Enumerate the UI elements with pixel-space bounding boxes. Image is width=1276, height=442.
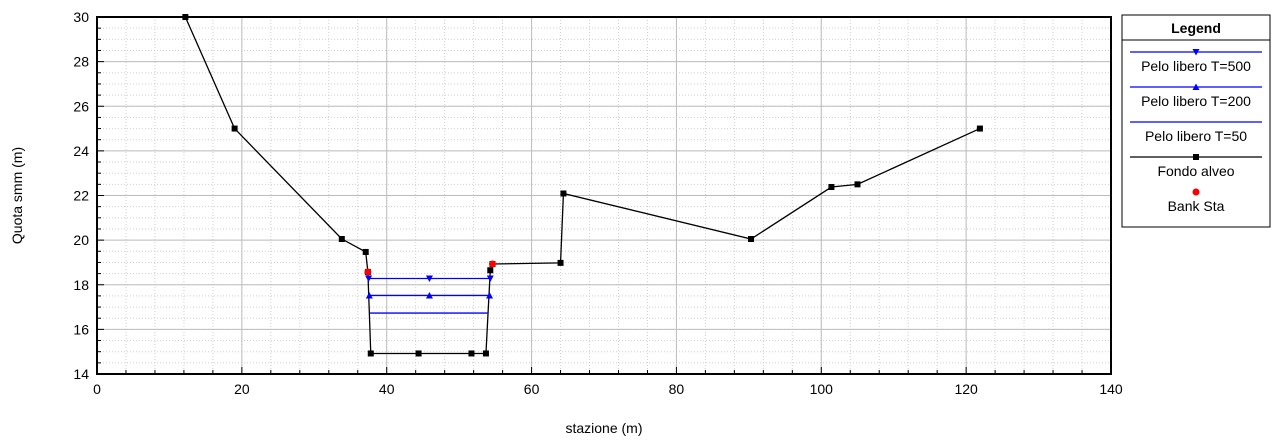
data-point	[828, 184, 835, 191]
legend-swatch-marker	[1193, 154, 1199, 160]
data-point	[482, 350, 489, 357]
legend-item: Pelo libero T=50	[1130, 121, 1262, 144]
y-tick-label: 18	[73, 277, 89, 293]
y-tick-label: 30	[73, 9, 89, 25]
data-point	[367, 350, 374, 357]
series-bank-sta	[364, 260, 496, 276]
x-tick-label: 100	[810, 381, 834, 397]
y-tick-label: 14	[73, 366, 89, 382]
x-tick-label: 140	[1099, 381, 1123, 397]
y-axis-title: Quota smm (m)	[9, 147, 25, 244]
data-point	[365, 275, 373, 283]
data-point	[560, 190, 567, 197]
data-point	[364, 268, 372, 276]
legend-label: Pelo libero T=500	[1141, 58, 1251, 74]
tick-labels: 0 20 40 60 80 100 120 140 14 16 18 20 22 24 26 28 30	[73, 9, 1122, 397]
data-point	[425, 275, 433, 283]
series	[182, 14, 983, 357]
x-tick-label: 20	[234, 381, 250, 397]
legend-title: Legend	[1171, 20, 1221, 36]
x-tick-label: 40	[379, 381, 395, 397]
data-point	[488, 260, 496, 268]
y-tick-label: 22	[73, 188, 89, 204]
legend-items: Pelo libero T=500 Pelo libero T=200 Pelo l…	[1130, 49, 1262, 214]
series-pelo-libero-t-500	[365, 275, 494, 283]
legend-item: Fondo alveo	[1130, 154, 1262, 179]
data-point	[338, 236, 345, 243]
legend-item: Pelo libero T=200	[1130, 83, 1262, 109]
y-tick-label: 16	[73, 321, 89, 337]
y-tick-label: 28	[73, 54, 89, 70]
series-fondo-alveo	[182, 14, 983, 357]
grid	[96, 16, 1112, 375]
series-pelo-libero-t-200	[365, 291, 494, 299]
data-point	[486, 275, 494, 283]
data-point	[468, 350, 475, 357]
data-point	[415, 350, 422, 357]
data-point	[486, 291, 494, 299]
data-point	[425, 291, 433, 299]
data-point	[365, 291, 373, 299]
legend-item: Bank Sta	[1168, 188, 1225, 214]
data-point	[976, 125, 983, 132]
x-axis-title: stazione (m)	[565, 420, 642, 436]
x-tick-label: 0	[93, 381, 101, 397]
legend-swatch-marker	[1192, 83, 1200, 90]
legend-label: Pelo libero T=50	[1145, 128, 1247, 144]
y-tick-label: 24	[73, 143, 89, 159]
x-tick-label: 120	[954, 381, 978, 397]
data-point	[487, 267, 494, 274]
legend: Legend Pelo libero T=500 Pelo libero T=20…	[1121, 14, 1271, 228]
legend-swatch-marker	[1192, 188, 1200, 196]
legend-label: Pelo libero T=200	[1141, 93, 1251, 109]
data-point	[748, 236, 755, 243]
legend-swatch-marker	[1192, 49, 1200, 56]
data-point	[557, 259, 564, 266]
legend-label: Bank Sta	[1168, 198, 1225, 214]
data-point	[362, 248, 369, 255]
legend-label: Fondo alveo	[1157, 163, 1234, 179]
plot-frame	[96, 16, 1112, 375]
y-tick-label: 26	[73, 98, 89, 114]
x-tick-label: 60	[524, 381, 540, 397]
series-line	[184, 16, 981, 355]
x-tick-label: 80	[669, 381, 685, 397]
data-point	[854, 181, 861, 188]
data-point	[231, 125, 238, 132]
legend-item: Pelo libero T=500	[1130, 49, 1262, 74]
y-tick-label: 20	[73, 232, 89, 248]
